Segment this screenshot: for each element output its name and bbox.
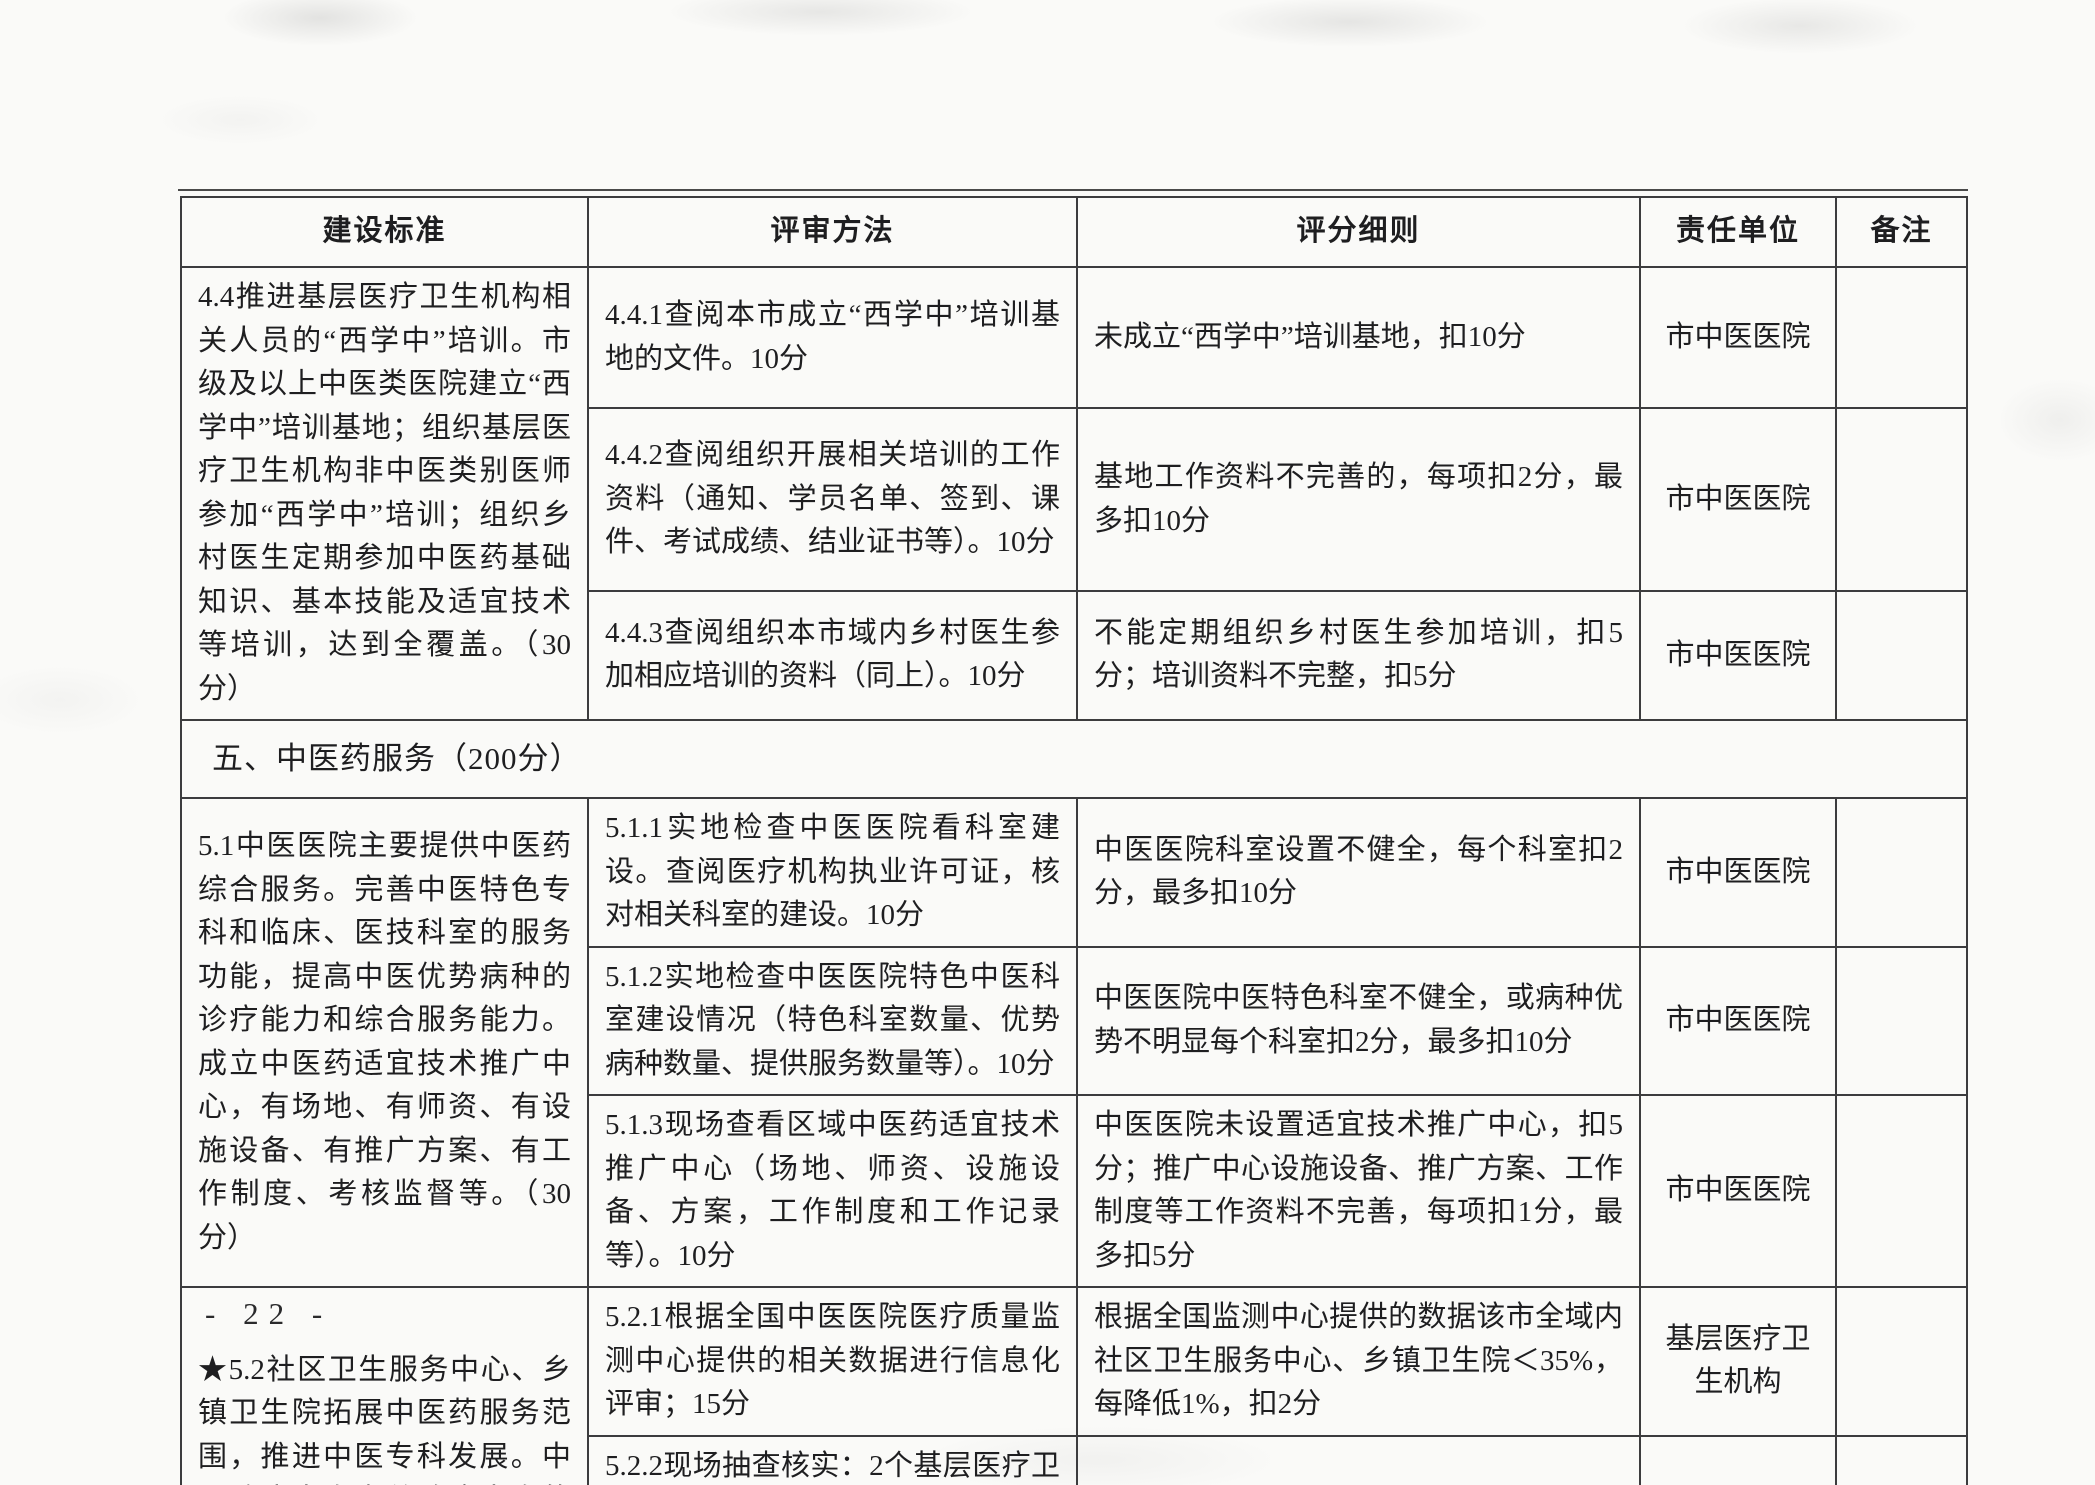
- cell-unit-5-1-3: 市中医医院: [1639, 1094, 1837, 1288]
- cell-unit-5-2-1: 基层医疗卫生机构: [1639, 1286, 1837, 1437]
- table-row: 4.4.2查阅组织开展相关培训的工作资料（通知、学员名单、签到、课件、考试成绩、…: [181, 407, 1968, 592]
- cell-unit-4-4-1: 市中医医院: [1639, 265, 1837, 410]
- cell-rule-5-2-2: 现场抽查的2个社区卫生服务中心、乡镇卫生院中医诊疗人次占总诊疗人次的比例<35%…: [1076, 1434, 1641, 1485]
- table-row: ★5.2社区卫生服务中心、乡镇卫生院拓展中医药服务范围，推进中医专科发展。中医诊…: [180, 1286, 1968, 1485]
- cell-rule-4-4-1: 未成立“西学中”培训基地，扣10分: [1076, 265, 1641, 410]
- table-row: 5.1.3现场查看区域中医药适宜技术推广中心（场地、师资、设施设备、方案，工作制…: [181, 1094, 1968, 1288]
- cell-note-4-4-1: [1835, 265, 1968, 410]
- cell-note-5-1-1: [1835, 797, 1968, 948]
- cell-method-5-1-2: 5.1.2实地检查中医医院特色中医科室建设情况（特色科室数量、优势病种数量、提供…: [587, 945, 1078, 1096]
- table-row: 5.2.2现场抽查核实：2个基层医疗卫生机构。查阅机构相关材料（随机抽查前6个月…: [181, 1434, 1968, 1485]
- cell-note-5-2-1: [1835, 1286, 1968, 1437]
- header-cell-note: 备注: [1835, 196, 1968, 268]
- cell-rule-4-4-2: 基地工作资料不完善的，每项扣2分，最多扣10分: [1076, 407, 1641, 592]
- section-row-cell: 五、中医药服务（200分）: [180, 719, 1968, 799]
- header-cell-rule: 评分细则: [1076, 196, 1641, 268]
- cell-unit-5-1-1: 市中医医院: [1639, 797, 1837, 948]
- cell-rule-5-1-2: 中医医院中医特色科室不健全，或病种优势不明显每个科室扣2分，最多扣10分: [1076, 945, 1641, 1096]
- cell-standard-5-1: 5.1中医医院主要提供中医药综合服务。完善中医特色专科和临床、医技科室的服务功能…: [180, 797, 589, 1288]
- cell-note-5-2-2: [1835, 1434, 1968, 1485]
- header-cell-method: 评审方法: [587, 196, 1078, 268]
- scan-double-border-line: [178, 189, 1968, 191]
- cell-unit-5-2-2: 基层医疗卫生机构: [1639, 1434, 1837, 1485]
- header-cell-unit: 责任单位: [1639, 196, 1837, 268]
- table-row: 4.4推进基层医疗卫生机构相关人员的“西学中”培训。市级及以上中医类医院建立“西…: [180, 265, 1968, 721]
- cell-note-4-4-2: [1835, 407, 1968, 592]
- cell-method-4-4-1: 4.4.1查阅本市成立“西学中”培训基地的文件。10分: [587, 265, 1078, 410]
- cell-method-5-1-1: 5.1.1实地检查中医医院看科室建设。查阅医疗机构执业许可证，核对相关科室的建设…: [587, 797, 1078, 948]
- cell-note-5-1-3: [1835, 1094, 1968, 1288]
- cell-rule-5-1-1: 中医医院科室设置不健全，每个科室扣2分，最多扣10分: [1076, 797, 1641, 948]
- header-cell-standard: 建设标准: [180, 196, 589, 268]
- cell-unit-4-4-3: 市中医医院: [1639, 589, 1837, 722]
- cell-note-4-4-3: [1835, 589, 1968, 722]
- cell-note-5-1-2: [1835, 945, 1968, 1096]
- cell-standard-4-4: 4.4推进基层医疗卫生机构相关人员的“西学中”培训。市级及以上中医类医院建立“西…: [180, 266, 589, 721]
- table-row: 5.1.2实地检查中医医院特色中医科室建设情况（特色科室数量、优势病种数量、提供…: [181, 945, 1968, 1096]
- cell-rule-5-1-3: 中医医院未设置适宜技术推广中心，扣5分；推广中心设施设备、推广方案、工作制度等工…: [1076, 1094, 1641, 1288]
- cell-method-4-4-3: 4.4.3查阅组织本市域内乡村医生参加相应培训的资料（同上）。10分: [587, 589, 1078, 722]
- cell-rule-5-2-1: 根据全国监测中心提供的数据该市全域内社区卫生服务中心、乡镇卫生院＜35%，每降低…: [1076, 1286, 1641, 1437]
- cell-unit-4-4-2: 市中医医院: [1639, 407, 1837, 592]
- cell-method-5-2-1: 5.2.1根据全国中医医院医疗质量监测中心提供的相关数据进行信息化评审；15分: [587, 1286, 1078, 1437]
- cell-method-5-1-3: 5.1.3现场查看区域中医药适宜技术推广中心（场地、师资、设施设备、方案，工作制…: [587, 1094, 1078, 1288]
- cell-unit-5-1-2: 市中医医院: [1639, 945, 1837, 1096]
- section-row: 五、中医药服务（200分）: [180, 719, 1968, 799]
- header-row: 建设标准 评审方法 评分细则 责任单位 备注: [180, 196, 1968, 268]
- page-number: - 22 -: [205, 1296, 333, 1331]
- cell-rule-4-4-3: 不能定期组织乡村医生参加培训，扣5分；培训资料不完整，扣5分: [1076, 589, 1641, 722]
- cell-method-4-4-2: 4.4.2查阅组织开展相关培训的工作资料（通知、学员名单、签到、课件、考试成绩、…: [587, 407, 1078, 592]
- review-table: 建设标准 评审方法 评分细则 责任单位 备注 4.4推进基层医疗卫生机构相关人员…: [180, 196, 1968, 1485]
- table-row: 5.1中医医院主要提供中医药综合服务。完善中医特色专科和临床、医技科室的服务功能…: [180, 797, 1968, 1288]
- review-table-wrap: 建设标准 评审方法 评分细则 责任单位 备注 4.4推进基层医疗卫生机构相关人员…: [178, 189, 1968, 1485]
- cell-method-5-2-2: 5.2.2现场抽查核实：2个基层医疗卫生机构。查阅机构相关材料（随机抽查前6个月…: [587, 1434, 1078, 1485]
- table-row: 4.4.3查阅组织本市域内乡村医生参加相应培训的资料（同上）。10分 不能定期组…: [181, 589, 1968, 722]
- cell-standard-5-2: ★5.2社区卫生服务中心、乡镇卫生院拓展中医药服务范围，推进中医专科发展。中医诊…: [180, 1286, 589, 1485]
